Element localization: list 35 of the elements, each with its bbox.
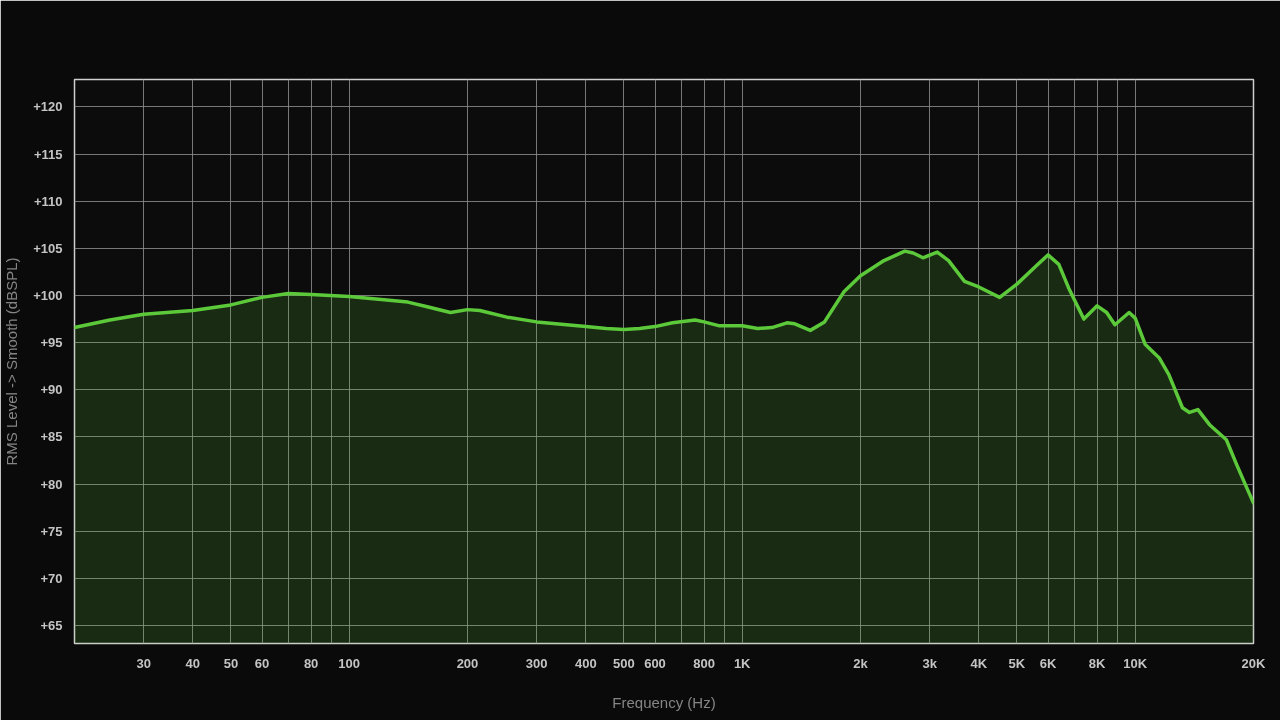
x-tick-label: 300 — [525, 655, 548, 671]
x-tick-label: 20K — [1241, 655, 1267, 671]
x-tick-label: 5K — [1008, 655, 1026, 671]
x-tick-label: 3k — [922, 655, 938, 671]
y-tick-label: +100 — [33, 287, 63, 303]
x-tick-label: 800 — [693, 655, 715, 671]
y-tick-label: +120 — [33, 99, 63, 115]
x-tick-label: 40 — [185, 655, 201, 671]
x-tick-label: 600 — [644, 655, 666, 671]
x-tick-label: 400 — [574, 655, 597, 671]
y-tick-label: +105 — [33, 240, 63, 256]
y-tick-label: +70 — [40, 570, 63, 586]
y-tick-label: +95 — [40, 335, 63, 351]
x-tick-label: 60 — [254, 655, 270, 671]
x-tick-label: 50 — [223, 655, 239, 671]
x-tick-label: 1K — [733, 655, 752, 671]
y-tick-label: +75 — [40, 523, 63, 539]
y-tick-label: +115 — [33, 146, 63, 162]
x-axis-title: Frequency (Hz) — [612, 693, 716, 711]
x-tick-label: 4K — [970, 655, 988, 671]
x-tick-label: 80 — [303, 655, 319, 671]
y-tick-label: +65 — [40, 618, 63, 634]
x-tick-label: 500 — [613, 655, 635, 671]
y-tick-label: +90 — [40, 382, 63, 398]
x-tick-label: 200 — [456, 655, 479, 671]
x-tick-label: 30 — [136, 655, 151, 671]
y-axis-title: RMS Level -> Smooth (dBSPL) — [3, 257, 21, 466]
y-tick-label: +85 — [40, 429, 63, 445]
x-tick-label: 6K — [1039, 655, 1057, 671]
y-tick-label: +110 — [33, 193, 63, 209]
y-tick-label: +80 — [40, 476, 63, 492]
x-tick-label: 2k — [853, 655, 869, 671]
x-tick-label: 100 — [338, 655, 361, 671]
x-tick-label: 10K — [1123, 655, 1148, 671]
x-tick-label: 8K — [1088, 655, 1107, 671]
